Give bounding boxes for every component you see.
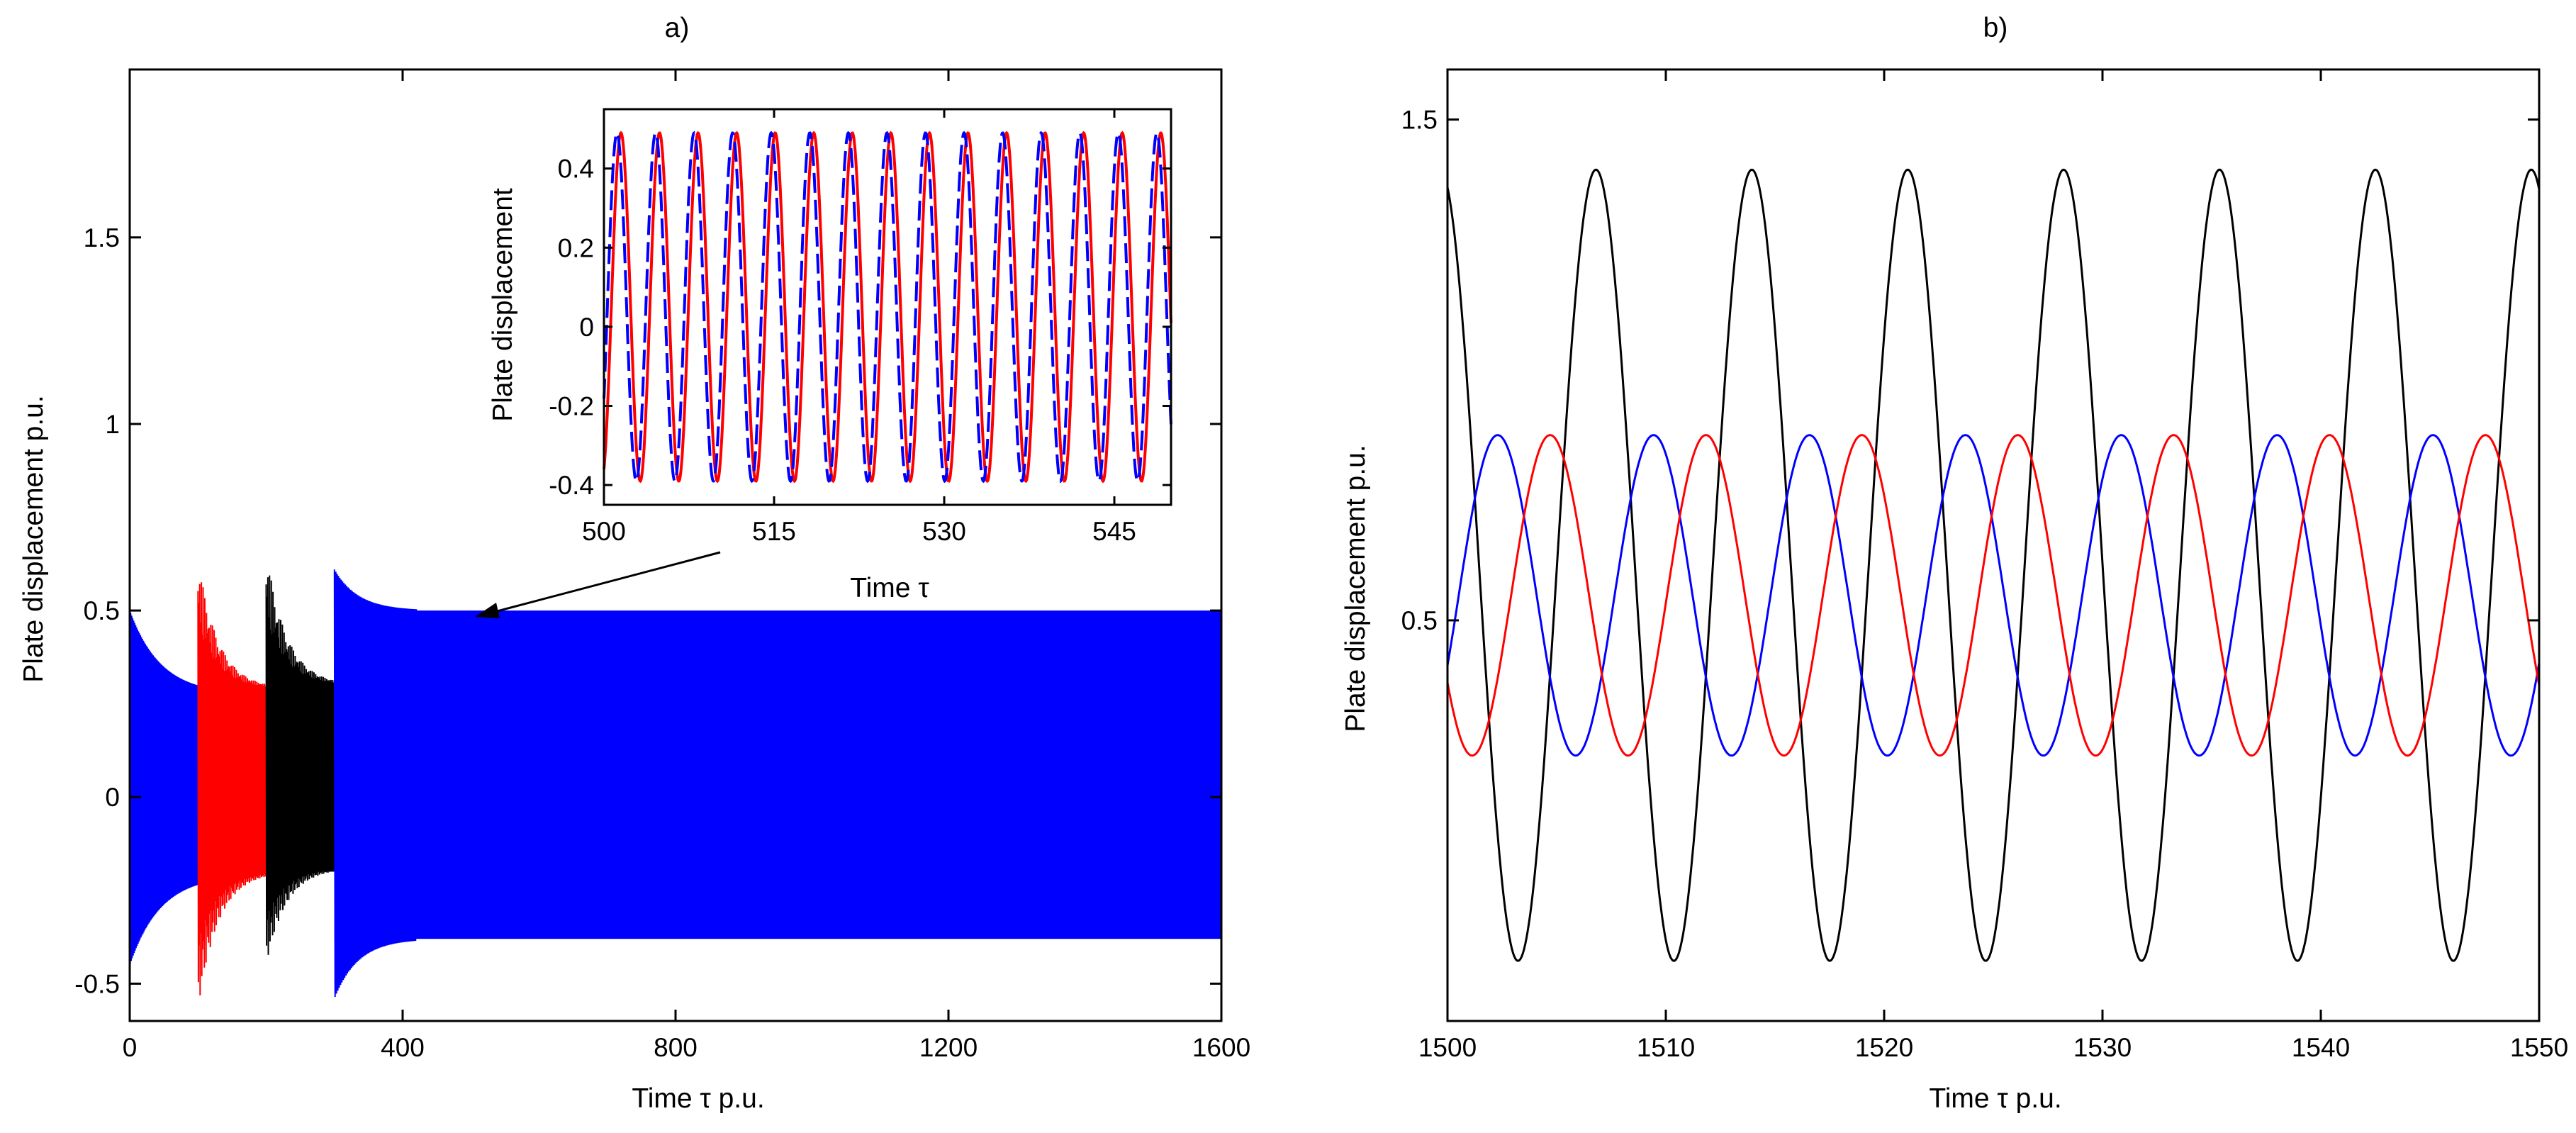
panel-b-xtick-4: 1540 — [2292, 1033, 2350, 1062]
panel-a-xtick-3: 1200 — [919, 1033, 978, 1062]
zoom-arrow-head — [475, 603, 500, 618]
panel-a-xlabel: Time τ p.u. — [632, 1083, 764, 1114]
inset-ytick-4: 0.4 — [558, 155, 594, 184]
inset-ytick-2: 0 — [579, 313, 594, 342]
panel-b-xtick-2: 1520 — [1855, 1033, 1913, 1062]
zoom-arrow — [475, 551, 721, 618]
inset-xtick-1: 515 — [752, 517, 796, 546]
panel-b-title: b) — [1983, 13, 2008, 43]
zoom-arrow-line — [488, 551, 721, 615]
panel-b-series-black — [1446, 168, 2541, 962]
panel-a-ytick-2: 0.5 — [84, 596, 120, 625]
panel-b-plot-area — [1446, 168, 2541, 962]
panel-a-xtick-2: 800 — [654, 1033, 698, 1062]
panel-a-ytick-1: 0 — [105, 783, 120, 812]
series-blue-steady-band — [334, 610, 1221, 939]
series-black-band — [266, 685, 335, 869]
inset-xtick-0: 500 — [582, 517, 626, 546]
panel-a-xtick-1: 400 — [381, 1033, 425, 1062]
inset-xtick-3: 545 — [1092, 517, 1136, 546]
inset-series-blue — [603, 130, 1172, 484]
panel-a-xtick-4: 1600 — [1192, 1033, 1250, 1062]
panel-a-plot-area — [129, 569, 1221, 998]
panel-a: a) 0 400 800 1200 1600 -0.5 0 0.5 1 1.5 … — [18, 13, 1250, 1114]
inset-frame — [603, 108, 1172, 506]
inset-axes: 500 515 530 545 -0.4 -0.2 0 0.2 0.4 — [549, 109, 1171, 546]
panel-b-axes: 1500 1510 1520 1530 1540 1550 0.5 1.5 — [1401, 69, 2568, 1062]
panel-a-xtick-0: 0 — [123, 1033, 138, 1062]
panel-b: b) 1500 1510 1520 1530 1540 1550 0.5 1.5… — [1340, 13, 2568, 1114]
panel-b-series-red — [1446, 434, 2541, 757]
panel-a-title: a) — [665, 13, 690, 43]
inset-ytick-3: 0.2 — [558, 233, 594, 262]
panel-a-inset: 500 515 530 545 -0.4 -0.2 0 0.2 0.4 Time… — [488, 108, 1172, 603]
panel-b-xtick-1: 1510 — [1637, 1033, 1695, 1062]
panel-b-series-blue — [1446, 434, 2541, 757]
panel-b-xtick-0: 1500 — [1418, 1033, 1477, 1062]
panel-b-ytick-1: 1.5 — [1401, 106, 1438, 135]
panel-b-xtick-3: 1530 — [2073, 1033, 2132, 1062]
panel-a-ytick-0: -0.5 — [74, 969, 120, 998]
inset-xtick-2: 530 — [922, 517, 966, 546]
panel-b-ytick-0: 0.5 — [1401, 606, 1438, 635]
panel-a-ytick-3: 1 — [105, 410, 120, 439]
inset-plot-area — [603, 130, 1172, 484]
inset-ylabel: Plate displacement — [488, 188, 518, 422]
panel-b-xtick-5: 1550 — [2510, 1033, 2568, 1062]
inset-series-red — [603, 130, 1172, 484]
inset-xlabel: Time τ — [850, 573, 929, 603]
panel-a-ytick-4: 1.5 — [84, 223, 120, 252]
series-red-band — [198, 688, 267, 872]
panel-b-xlabel: Time τ p.u. — [1929, 1083, 2061, 1114]
panel-b-ylabel: Plate displacement p.u. — [1340, 445, 1371, 732]
panel-a-axes: 0 400 800 1200 1600 -0.5 0 0.5 1 1.5 — [74, 69, 1250, 1062]
panel-a-ylabel: Plate displacement p.u. — [18, 395, 49, 682]
inset-ytick-1: -0.2 — [549, 392, 594, 421]
series-blue-transient — [333, 569, 418, 998]
panel-b-frame — [1446, 68, 2541, 1022]
inset-ytick-0: -0.4 — [549, 471, 594, 500]
